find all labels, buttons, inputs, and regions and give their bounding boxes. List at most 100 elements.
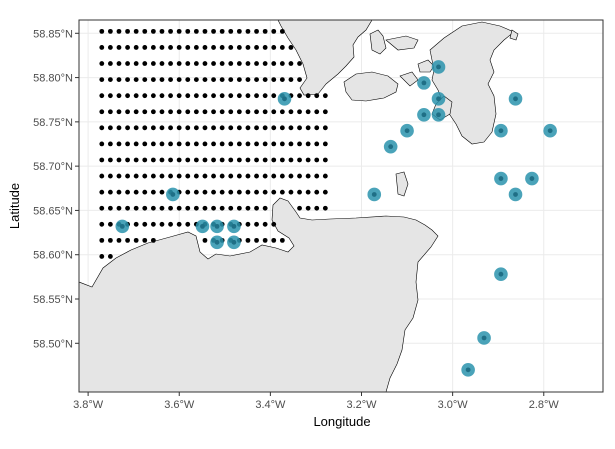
y-tick-label: 58.70°N	[33, 161, 73, 173]
grid-point	[116, 205, 122, 211]
site-marker-center	[498, 271, 504, 277]
grid-point	[245, 93, 251, 99]
grid-point	[262, 109, 268, 115]
grid-point	[245, 157, 251, 163]
orkney-island-burray	[417, 59, 435, 73]
grid-point	[142, 189, 148, 195]
grid-point	[193, 28, 199, 34]
grid-point	[116, 125, 122, 131]
site-marker-center	[282, 96, 287, 102]
grid-point	[99, 93, 105, 99]
grid-point	[271, 93, 277, 99]
grid-point	[185, 141, 191, 147]
grid-point	[254, 125, 259, 131]
site-marker-center	[231, 223, 237, 229]
grid-point	[297, 61, 302, 66]
grid-point	[185, 157, 191, 163]
grid-point	[262, 28, 268, 34]
grid-point	[116, 28, 122, 34]
grid-point	[133, 109, 139, 115]
grid-point	[185, 221, 191, 227]
grid-point	[305, 189, 311, 195]
grid-point	[150, 93, 156, 99]
site-marker-center	[529, 176, 535, 181]
grid-point	[168, 141, 173, 147]
grid-point	[99, 141, 105, 147]
grid-point	[159, 109, 165, 115]
site-marker-center	[513, 96, 518, 102]
grid-point	[279, 157, 285, 163]
grid-point	[116, 61, 122, 66]
grid-point	[133, 125, 139, 131]
grid-point	[107, 141, 113, 147]
grid-point	[211, 125, 216, 131]
grid-point	[271, 61, 277, 66]
grid-point	[322, 109, 328, 115]
grid-point	[142, 109, 148, 115]
site-marker-center	[513, 192, 518, 197]
site-marker-center	[498, 128, 504, 134]
site-marker-center	[214, 239, 220, 245]
grid-point	[159, 61, 165, 66]
grid-point	[279, 237, 285, 243]
grid-point	[288, 157, 294, 163]
y-tick-label: 58.75°N	[33, 117, 73, 129]
grid-point	[211, 157, 216, 163]
grid-point	[279, 28, 285, 34]
grid-point	[219, 61, 225, 66]
grid-point	[202, 45, 208, 50]
grid-point	[125, 28, 130, 34]
grid-point	[116, 45, 122, 50]
grid-point	[279, 77, 285, 83]
grid-point	[99, 173, 105, 179]
grid-point	[116, 189, 122, 195]
grid-point	[185, 109, 191, 115]
grid-point	[322, 189, 328, 195]
grid-point	[202, 125, 208, 131]
grid-point	[133, 157, 139, 163]
grid-point	[254, 93, 259, 99]
y-tick-label: 58.80°N	[33, 73, 73, 85]
grid-point	[125, 125, 130, 131]
grid-point	[107, 77, 113, 83]
grid-point	[159, 173, 165, 179]
grid-point	[305, 173, 311, 179]
grid-point	[176, 141, 182, 147]
grid-point	[297, 173, 302, 179]
grid-point	[193, 125, 199, 131]
grid-point	[133, 61, 139, 66]
grid-point	[193, 141, 199, 147]
grid-point	[150, 45, 156, 50]
grid-point	[254, 28, 259, 34]
grid-point	[254, 189, 259, 195]
site-marker-center	[421, 112, 427, 118]
grid-point	[211, 77, 216, 83]
grid-point	[159, 28, 165, 34]
grid-point	[202, 77, 208, 83]
grid-point	[125, 93, 130, 99]
grid-point	[99, 77, 105, 83]
grid-point	[254, 77, 259, 83]
grid-point	[262, 237, 268, 243]
grid-point	[245, 221, 251, 227]
grid-point	[125, 61, 130, 66]
grid-point	[150, 28, 156, 34]
orkney-island-flotta	[343, 71, 399, 102]
grid-point	[107, 61, 113, 66]
grid-point	[314, 173, 320, 179]
grid-point	[107, 173, 113, 179]
grid-point	[193, 189, 199, 195]
grid-point	[314, 125, 320, 131]
grid-point	[297, 109, 302, 115]
grid-point	[254, 205, 259, 211]
grid-point	[262, 93, 268, 99]
grid-point	[133, 221, 139, 227]
grid-point	[176, 173, 182, 179]
grid-point	[99, 125, 105, 131]
grid-point	[193, 61, 199, 66]
grid-point	[279, 173, 285, 179]
grid-point	[279, 125, 285, 131]
grid-point	[314, 93, 320, 99]
grid-point	[271, 173, 277, 179]
